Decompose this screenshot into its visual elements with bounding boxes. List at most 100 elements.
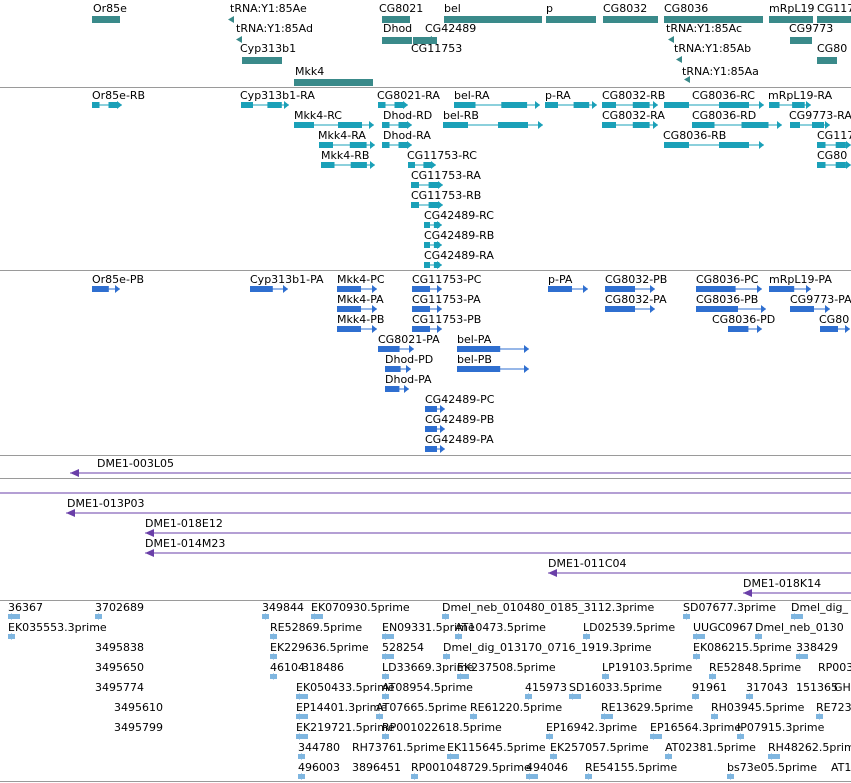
feature-label-dhod-pd[interactable]: Dhod-PD	[385, 353, 434, 366]
protein-glyph[interactable]	[385, 385, 409, 393]
est-glyph[interactable]	[526, 773, 538, 780]
cyp313b1-gene[interactable]	[242, 57, 282, 64]
feature-label-317043[interactable]: 317043	[746, 681, 788, 694]
transcript-glyph[interactable]	[411, 181, 443, 189]
feature-label-rp003[interactable]: RP003	[818, 661, 851, 674]
feature-label-rp001048729-5prime[interactable]: RP001048729.5prime	[411, 761, 531, 774]
mrpl19-gene[interactable]	[769, 16, 813, 23]
est-glyph[interactable]	[755, 633, 762, 640]
feature-label-cg8032[interactable]: CG8032	[603, 2, 648, 15]
feature-label-cg8032-ra[interactable]: CG8032-RA	[602, 109, 665, 122]
est-glyph[interactable]	[382, 693, 389, 700]
protein-glyph[interactable]	[412, 285, 442, 293]
feature-label-cyp313b1-ra[interactable]: Cyp313b1-RA	[240, 89, 315, 102]
est-glyph[interactable]	[602, 673, 609, 680]
feature-label-at02381-5prime[interactable]: AT02381.5prime	[665, 741, 756, 754]
transcript-glyph[interactable]	[411, 201, 443, 209]
feature-label-dmel-neb-010480-0185-3112-3prime[interactable]: Dmel_neb_010480_0185_3112.3prime	[442, 601, 655, 614]
est-glyph[interactable]	[455, 633, 462, 640]
transcript-glyph[interactable]	[817, 161, 851, 169]
protein-glyph[interactable]	[425, 405, 445, 413]
est-glyph[interactable]	[270, 673, 277, 680]
trna-arrow-icon[interactable]	[426, 36, 432, 43]
protein-glyph[interactable]	[412, 325, 442, 333]
transcript-glyph[interactable]	[294, 121, 374, 129]
feature-label-151365[interactable]: 151365	[796, 681, 838, 694]
feature-label-p-ra[interactable]: p-RA	[545, 89, 571, 102]
feature-label-dhod[interactable]: Dhod	[383, 22, 413, 35]
feature-label-cg42489-ra[interactable]: CG42489-RA	[424, 249, 494, 262]
est-glyph[interactable]	[665, 753, 672, 760]
transcript-glyph[interactable]	[602, 101, 658, 109]
transcript-glyph[interactable]	[602, 121, 658, 129]
est-glyph[interactable]	[525, 693, 532, 700]
protein-glyph[interactable]	[696, 305, 766, 313]
protein-glyph[interactable]	[605, 305, 655, 313]
feature-label-dmel-dig[interactable]: Dmel_dig_	[791, 601, 849, 614]
feature-label-re13629-5prime[interactable]: RE13629.5prime	[601, 701, 694, 714]
feature-label-ek229636-5prime[interactable]: EK229636.5prime	[270, 641, 369, 654]
feature-label-ld02539-5prime[interactable]: LD02539.5prime	[583, 621, 676, 634]
feature-label-318486[interactable]: 318486	[302, 661, 344, 674]
transcript-glyph[interactable]	[664, 141, 764, 149]
feature-label-or85e-rb[interactable]: Or85e-RB	[92, 89, 146, 102]
est-glyph[interactable]	[382, 653, 394, 660]
feature-label-rh03945-5prime[interactable]: RH03945.5prime	[711, 701, 805, 714]
feature-label-cg42489-pc[interactable]: CG42489-PC	[425, 393, 495, 406]
feature-label-91961[interactable]: 91961	[692, 681, 727, 694]
est-glyph[interactable]	[693, 653, 700, 660]
feature-label-3495774[interactable]: 3495774	[95, 681, 144, 694]
clone-glyph[interactable]	[66, 509, 851, 517]
feature-label-415973[interactable]: 415973	[525, 681, 567, 694]
transcript-glyph[interactable]	[321, 161, 375, 169]
feature-label-ep14401-3prime[interactable]: EP14401.3prime	[296, 701, 388, 714]
est-glyph[interactable]	[296, 733, 308, 740]
feature-label-p[interactable]: p	[546, 2, 553, 15]
transcript-glyph[interactable]	[817, 141, 851, 149]
feature-label-3495610[interactable]: 3495610	[114, 701, 163, 714]
clone-glyph[interactable]	[548, 569, 851, 577]
protein-glyph[interactable]	[337, 285, 377, 293]
feature-label-sd07677-3prime[interactable]: SD07677.3prime	[683, 601, 776, 614]
transcript-glyph[interactable]	[382, 141, 412, 149]
feature-label-ek050433-5prime[interactable]: EK050433.5prime	[296, 681, 395, 694]
feature-label-ek219721-5prime[interactable]: EK219721.5prime	[296, 721, 395, 734]
feature-label-mkk4-rc[interactable]: Mkk4-RC	[294, 109, 342, 122]
feature-label-mkk4-pb[interactable]: Mkk4-PB	[337, 313, 385, 326]
est-glyph[interactable]	[411, 773, 418, 780]
feature-label-cg8036[interactable]: CG8036	[664, 2, 709, 15]
est-glyph[interactable]	[298, 773, 305, 780]
feature-label-528254[interactable]: 528254	[382, 641, 424, 654]
protein-glyph[interactable]	[790, 305, 830, 313]
feature-label-mkk4-pc[interactable]: Mkk4-PC	[337, 273, 385, 286]
feature-label-dmel-neb-0130[interactable]: Dmel_neb_0130	[755, 621, 844, 634]
est-glyph[interactable]	[791, 613, 803, 620]
protein-glyph[interactable]	[425, 445, 445, 453]
feature-label-dme1-003l05[interactable]: DME1-003L05	[97, 457, 174, 470]
feature-label-cg42489-rc[interactable]: CG42489-RC	[424, 209, 494, 222]
feature-label-ld33669-3prime[interactable]: LD33669.3prime	[382, 661, 475, 674]
feature-label-dmel-dig-013170-0716-1919-3prime[interactable]: Dmel_dig_013170_0716_1919.3prime	[443, 641, 652, 654]
cg80-gene[interactable]	[817, 57, 837, 64]
cg8021-gene[interactable]	[382, 16, 410, 23]
est-glyph[interactable]	[311, 613, 323, 620]
est-glyph[interactable]	[298, 753, 305, 760]
protein-glyph[interactable]	[728, 325, 762, 333]
est-glyph[interactable]	[727, 773, 734, 780]
est-glyph[interactable]	[737, 733, 744, 740]
cg8036-gene[interactable]	[664, 16, 763, 23]
feature-label-338429[interactable]: 338429	[796, 641, 838, 654]
protein-glyph[interactable]	[457, 345, 529, 353]
protein-glyph[interactable]	[337, 325, 377, 333]
feature-label-cg117[interactable]: CG117	[817, 129, 851, 142]
feature-label-trna-y1-85aa[interactable]: tRNA:Y1:85Aa	[682, 65, 759, 78]
protein-glyph[interactable]	[820, 325, 850, 333]
or85e-gene[interactable]	[92, 16, 120, 23]
clone-glyph[interactable]	[145, 549, 851, 557]
protein-glyph[interactable]	[378, 345, 414, 353]
feature-label-cg8021-pa[interactable]: CG8021-PA	[378, 333, 440, 346]
est-glyph[interactable]	[470, 713, 477, 720]
feature-label-3702689[interactable]: 3702689	[95, 601, 144, 614]
clone-glyph[interactable]	[0, 489, 851, 497]
transcript-glyph[interactable]	[769, 101, 811, 109]
